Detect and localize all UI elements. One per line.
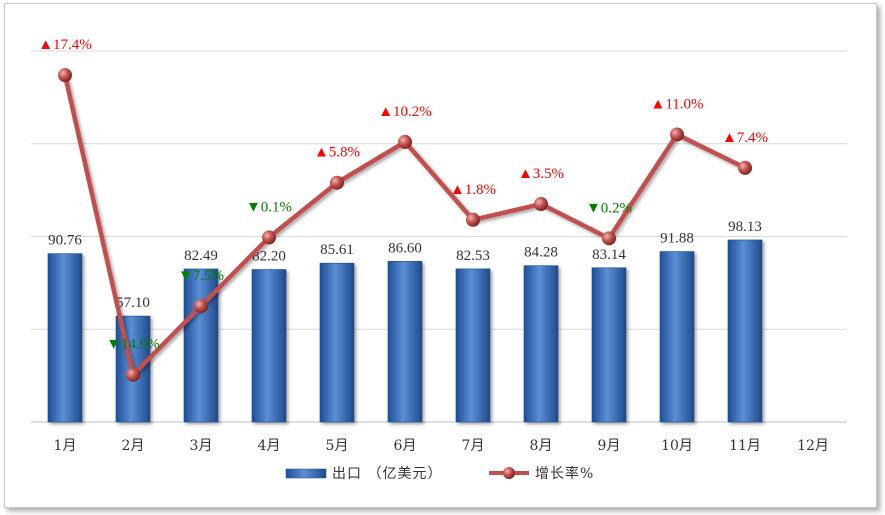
chart-canvas: 90.76 57.10 82.49 82.20 85.61 86.60 82.53 84.28… <box>31 37 847 482</box>
bar <box>455 268 491 423</box>
growth-point <box>602 231 616 246</box>
bar-series <box>47 239 763 423</box>
growth-point <box>262 230 276 245</box>
bar <box>319 262 355 423</box>
growth-point <box>738 160 752 175</box>
bar-value-label: 82.20 <box>252 249 286 265</box>
bar <box>387 261 423 423</box>
growth-label: ▲11.0% <box>650 96 703 112</box>
x-tick-label: 10月 <box>661 438 693 454</box>
growth-label: ▲10.2% <box>378 104 432 120</box>
bar-value-label: 90.76 <box>48 233 82 249</box>
x-tick-label: 6月 <box>394 438 417 454</box>
bar-value-labels: 90.76 57.10 82.49 82.20 85.61 86.60 82.53 84.28… <box>48 219 762 311</box>
bar <box>47 253 83 423</box>
x-tick-label: 3月 <box>190 438 213 454</box>
x-tick-label: 4月 <box>258 438 281 454</box>
growth-label: ▲5.8% <box>314 145 360 161</box>
legend-line-marker <box>503 467 515 479</box>
x-tick-label: 8月 <box>530 438 553 454</box>
bar-value-label: 98.13 <box>728 219 762 235</box>
x-tick-label: 11月 <box>729 438 761 454</box>
legend-line-label: 增长率% <box>535 465 594 482</box>
growth-label: ▲1.8% <box>450 182 496 198</box>
growth-label: ▲3.5% <box>518 166 564 182</box>
growth-point <box>330 175 344 190</box>
bar <box>727 239 763 423</box>
bar-value-label: 83.14 <box>592 247 626 263</box>
growth-point <box>670 127 684 142</box>
x-tick-label: 2月 <box>122 438 145 454</box>
growth-point <box>534 197 548 212</box>
legend: 出口 （亿美元） 增长率% <box>285 465 594 482</box>
growth-label: ▼14.9% <box>106 337 160 353</box>
bar-value-label: 57.10 <box>116 295 150 311</box>
growth-label: ▼7.5% <box>178 268 224 284</box>
bar-value-label: 82.53 <box>456 248 490 264</box>
x-tick-label: 1月 <box>54 438 77 454</box>
growth-point <box>194 299 208 314</box>
bar <box>523 265 559 423</box>
bar-value-label: 86.60 <box>388 240 422 256</box>
chart-frame: 90.76 57.10 82.49 82.20 85.61 86.60 82.53 84.28… <box>4 3 877 508</box>
bar-value-label: 84.28 <box>524 245 558 261</box>
legend-bar-label: 出口 （亿美元） <box>332 466 442 482</box>
x-tick-label: 5月 <box>326 438 349 454</box>
bar-value-label: 85.61 <box>320 242 354 258</box>
x-tick-label: 12月 <box>797 438 829 454</box>
x-axis-ticks: 1月 2月 3月 4月 5月 6月 7月 8月 9月 10月 11月 12月 <box>54 438 829 454</box>
growth-point <box>126 367 140 382</box>
x-tick-label: 7月 <box>462 438 485 454</box>
growth-point <box>398 134 412 149</box>
bar <box>591 267 627 423</box>
growth-label: ▲17.4% <box>38 37 92 53</box>
growth-value-labels: ▲17.4% ▼14.9% ▼7.5% ▼0.1% ▲5.8% ▲10.2% ▲1.8% ▲3… <box>38 37 768 353</box>
growth-label: ▼0.1% <box>246 199 292 215</box>
bar-value-label: 91.88 <box>660 231 694 247</box>
growth-label: ▼0.2% <box>586 200 632 216</box>
legend-bar-swatch <box>285 468 327 479</box>
bar <box>251 269 287 423</box>
growth-line-series <box>58 68 752 382</box>
bar <box>659 251 695 423</box>
growth-label: ▲7.4% <box>722 130 768 146</box>
growth-point <box>58 68 72 83</box>
x-tick-label: 9月 <box>598 438 621 454</box>
bar-value-label: 82.49 <box>184 248 218 264</box>
gridlines <box>31 50 847 423</box>
growth-point <box>466 212 480 227</box>
